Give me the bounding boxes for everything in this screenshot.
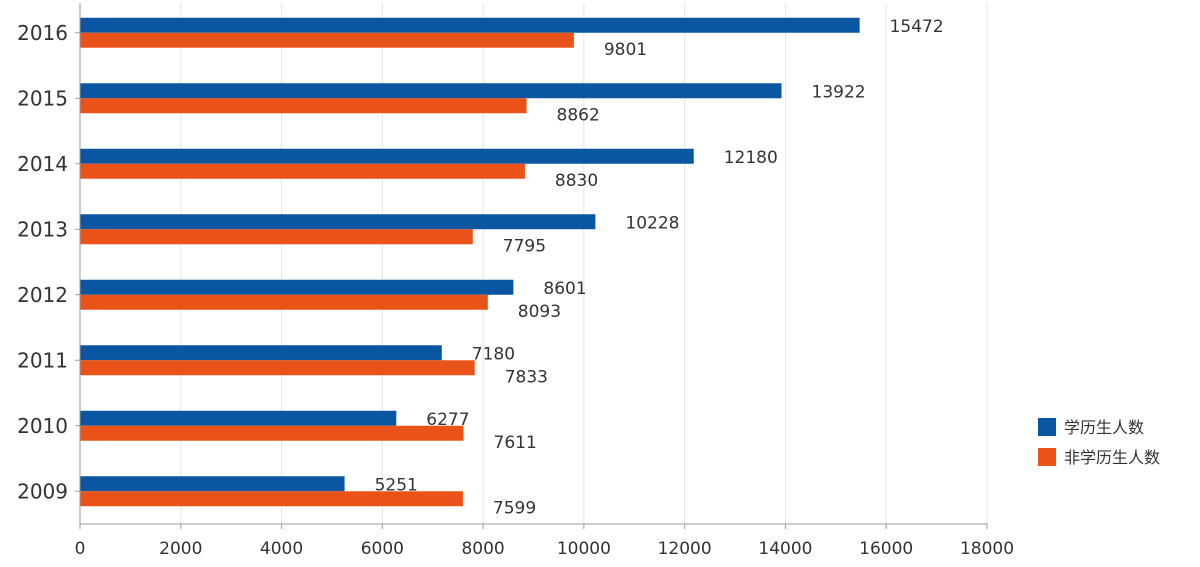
data-label: 6277 xyxy=(426,410,469,430)
bar-non-degree-students xyxy=(80,32,574,48)
x-tick-label: 4000 xyxy=(260,539,303,559)
data-label: 7795 xyxy=(503,236,546,256)
bar-degree-students xyxy=(80,214,596,230)
gridlines xyxy=(180,3,988,524)
x-tick-label: 10000 xyxy=(557,539,611,559)
legend-swatch-degree xyxy=(1038,418,1056,436)
data-label: 15472 xyxy=(890,17,944,37)
y-category-label: 2011 xyxy=(17,348,68,372)
legend-label: 非学历生人数 xyxy=(1064,448,1160,467)
legend-label: 学历生人数 xyxy=(1064,418,1144,437)
data-label: 5251 xyxy=(375,475,418,495)
bar-degree-students xyxy=(80,83,782,99)
x-tick-label: 14000 xyxy=(758,539,812,559)
bar-degree-students xyxy=(80,279,514,295)
bar-non-degree-students xyxy=(80,491,463,507)
data-label: 8093 xyxy=(518,302,561,322)
data-label: 7599 xyxy=(493,498,536,518)
x-tick-label: 18000 xyxy=(960,539,1014,559)
data-label: 8830 xyxy=(555,171,598,191)
data-label: 7833 xyxy=(505,367,548,387)
data-label: 10228 xyxy=(625,213,679,233)
y-category-label: 2010 xyxy=(17,414,68,438)
x-tick-label: 0 xyxy=(75,539,86,559)
bar-non-degree-students xyxy=(80,229,473,245)
axes: 0 2000 4000 6000 8000 10000 12000 14000 16000 180… xyxy=(17,3,1014,559)
y-category-label: 2013 xyxy=(17,217,68,241)
x-tick-label: 6000 xyxy=(361,539,404,559)
data-label: 8862 xyxy=(557,105,600,125)
bar-degree-students xyxy=(80,476,345,492)
bar-non-degree-students xyxy=(80,294,488,310)
x-tick-label: 16000 xyxy=(859,539,913,559)
y-category-label: 2009 xyxy=(17,479,68,503)
y-category-label: 2012 xyxy=(17,283,68,307)
data-label: 13922 xyxy=(812,82,866,102)
bar-degree-students xyxy=(80,17,860,33)
y-category-label: 2016 xyxy=(17,21,68,45)
data-label: 7180 xyxy=(472,344,515,364)
data-label: 12180 xyxy=(724,148,778,168)
x-tick-label: 2000 xyxy=(159,539,202,559)
x-tick-label: 12000 xyxy=(658,539,712,559)
bar-non-degree-students xyxy=(80,98,527,114)
legend-swatch-non-degree xyxy=(1038,448,1056,466)
data-label: 7611 xyxy=(494,433,537,453)
data-labels: 5251 7599 6277 7611 7180 7833 8601 8093 10228 779… xyxy=(375,17,944,519)
bar-non-degree-students xyxy=(80,360,475,376)
bar-non-degree-students xyxy=(80,163,525,179)
y-category-label: 2014 xyxy=(17,152,68,176)
bar-non-degree-students xyxy=(80,425,464,441)
bar-degree-students xyxy=(80,410,397,426)
data-label: 8601 xyxy=(543,279,586,299)
x-tick-label: 8000 xyxy=(461,539,504,559)
bars xyxy=(80,17,860,507)
bar-degree-students xyxy=(80,345,442,361)
data-label: 9801 xyxy=(604,40,647,60)
y-category-label: 2015 xyxy=(17,86,68,110)
bar-degree-students xyxy=(80,148,694,164)
